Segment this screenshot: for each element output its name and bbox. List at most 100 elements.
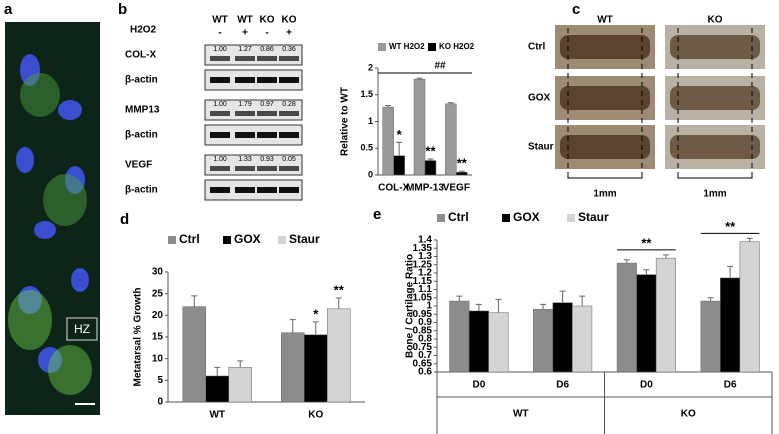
band-value: 1.79	[238, 101, 252, 108]
panel-label: b	[118, 1, 127, 18]
row-label: β-actin	[125, 75, 158, 86]
error-bar	[456, 295, 463, 302]
y-tick-label: 0.65	[413, 358, 433, 369]
bar	[700, 300, 721, 373]
bar	[382, 106, 394, 176]
bar	[636, 274, 657, 373]
y-axis-label: Metatarsal % Growth	[133, 288, 144, 387]
band-value: 0.93	[260, 156, 274, 163]
column-label: WT	[237, 15, 253, 26]
legend-swatch	[428, 43, 436, 51]
panel-label: c	[572, 1, 580, 18]
error-bar	[416, 77, 423, 80]
band	[235, 77, 255, 83]
bar	[572, 305, 593, 373]
band-value: 1.27	[238, 46, 252, 53]
scale-brace	[567, 172, 643, 179]
treatment: +	[286, 28, 292, 39]
y-tick-label: 1.3	[418, 251, 432, 262]
significance: *	[313, 306, 319, 321]
y-tick-label: 1.35	[413, 243, 433, 254]
y-tick-label: 20	[152, 310, 164, 321]
band	[279, 111, 299, 116]
legend-swatch	[223, 236, 231, 244]
significance: **	[457, 156, 468, 171]
bone	[670, 86, 760, 110]
error-bar	[746, 237, 753, 242]
error-bar	[427, 158, 434, 161]
band	[210, 111, 230, 116]
x-tick-label: VEGF	[443, 183, 470, 194]
bar	[326, 308, 351, 403]
error-bar	[237, 360, 244, 368]
legend-swatch	[502, 214, 510, 222]
column-label: KO	[708, 15, 723, 26]
band-value: 0.97	[260, 101, 274, 108]
bone	[670, 35, 760, 59]
error-bar	[707, 297, 714, 302]
band	[235, 111, 255, 116]
band	[279, 187, 299, 193]
x-tick-label: D0	[472, 380, 485, 391]
error-bar	[385, 104, 392, 108]
x-tick-label: D6	[724, 380, 737, 391]
band	[235, 56, 255, 61]
y-tick-label: 5	[157, 375, 163, 386]
bar	[739, 241, 760, 373]
bar	[413, 78, 426, 176]
panel-label: a	[4, 1, 13, 18]
error-bar	[214, 366, 221, 376]
bar	[468, 310, 489, 373]
y-tick-label: 15	[152, 332, 164, 343]
row-label: GOX	[528, 93, 551, 104]
treatment: +	[242, 28, 248, 39]
bar	[720, 277, 741, 373]
band	[257, 187, 277, 193]
legend-label: WT H2O2	[389, 42, 425, 51]
y-axis-label: Bone / Cartilage Ratio	[405, 254, 416, 358]
group-label: WT	[513, 409, 529, 420]
bar	[488, 312, 509, 373]
y-tick-label: 0.6	[418, 367, 432, 378]
band-value: 0.05	[282, 156, 296, 163]
bar	[182, 306, 207, 403]
bar	[445, 103, 457, 176]
bar	[533, 309, 554, 373]
legend-swatch	[278, 236, 286, 244]
y-tick-label: 1.15	[413, 276, 433, 287]
treatment-label: H2O2	[130, 25, 157, 36]
y-tick-label: 1.4	[418, 235, 432, 246]
band	[210, 56, 230, 61]
error-bar	[662, 254, 669, 259]
significance: **	[725, 219, 736, 234]
panel-label: e	[373, 206, 381, 223]
row-label: β-actin	[125, 130, 158, 141]
x-tick-label: D0	[640, 380, 653, 391]
y-tick-label: 2	[368, 62, 373, 72]
scale-brace	[677, 172, 753, 179]
error-bar	[191, 295, 198, 307]
column-label: WT	[597, 15, 613, 26]
bar	[205, 375, 229, 403]
legend-swatch	[567, 214, 575, 222]
scale-label: 1mm	[703, 189, 726, 200]
row-label: Ctrl	[528, 42, 545, 53]
legend-swatch	[378, 43, 386, 51]
significance: **	[334, 282, 345, 297]
band	[235, 187, 255, 193]
y-tick-label: 1.2	[418, 268, 432, 279]
band	[257, 132, 277, 138]
row-label: Staur	[528, 142, 554, 153]
y-tick-label: 1.5	[360, 89, 373, 99]
x-tick-label: COL-X	[378, 183, 409, 194]
error-bar	[559, 290, 566, 303]
band	[210, 77, 230, 83]
y-tick-label: 1.25	[413, 259, 433, 270]
y-tick-label: 0	[368, 169, 373, 179]
x-tick-label: D6	[556, 380, 569, 391]
y-tick-label: 0.9	[418, 317, 432, 328]
band-value: 0.28	[282, 101, 296, 108]
bar	[616, 262, 637, 373]
significance: **	[425, 143, 436, 158]
bar	[456, 172, 468, 176]
